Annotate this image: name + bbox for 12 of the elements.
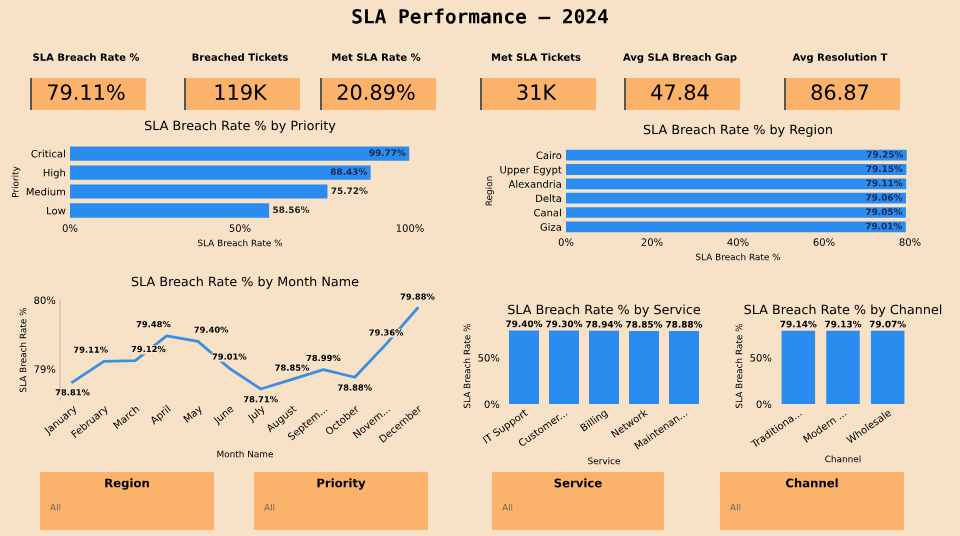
bar — [70, 203, 270, 218]
text: 20.89% — [337, 84, 415, 101]
text: 86.87 — [811, 84, 869, 101]
text: SLA Performance — 2024 — [352, 8, 608, 24]
text: 79.11% — [47, 84, 125, 101]
line-series — [71, 306, 419, 391]
text: 31K — [517, 84, 557, 101]
text: 47.84 — [651, 84, 709, 101]
bar — [70, 184, 328, 199]
text: 119K — [215, 84, 268, 101]
bar — [70, 165, 371, 180]
bar — [70, 146, 410, 161]
